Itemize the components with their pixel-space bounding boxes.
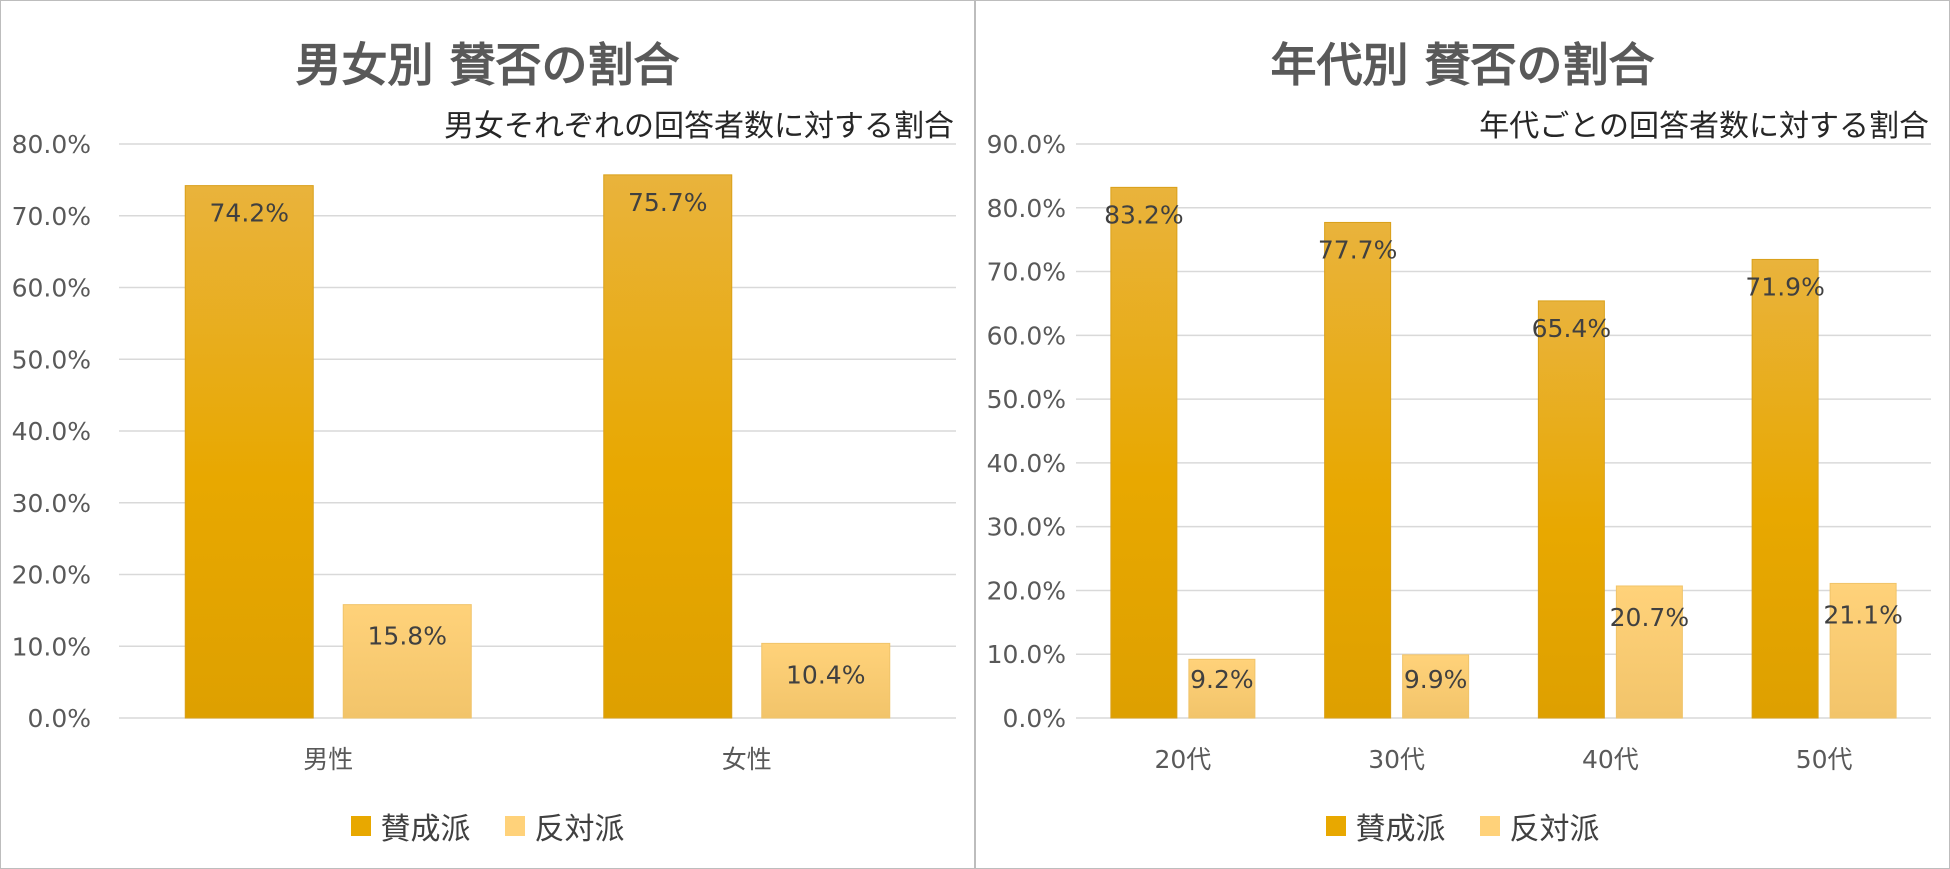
age-bar-plot: 0.0% 10.0% 20.0% 30.0% 40.0% 50.0% 60.0% 70.0% 8… <box>987 130 1931 774</box>
support-swatch <box>1325 816 1346 836</box>
support-bar <box>1110 186 1178 719</box>
legend: 賛成派 反対派 <box>1 804 974 848</box>
support-bar <box>1537 300 1605 719</box>
data-label: 65.4% <box>1532 314 1611 343</box>
y-tick-label: 80.0% <box>987 194 1066 223</box>
y-tick-label: 60.0% <box>12 274 91 303</box>
oppose-swatch <box>504 816 525 836</box>
data-label: 71.9% <box>1745 272 1824 301</box>
oppose-bar <box>342 604 472 719</box>
x-tick-label: 女性 <box>722 745 772 774</box>
y-tick-label: 70.0% <box>987 258 1066 287</box>
support-bar <box>1324 221 1392 719</box>
support-bar <box>1751 258 1819 719</box>
y-tick-label: 0.0% <box>27 704 91 733</box>
legend-label: 賛成派 <box>1355 812 1446 847</box>
y-tick-label: 20.0% <box>12 561 91 590</box>
data-label: 9.2% <box>1190 665 1254 694</box>
data-label: 75.7% <box>628 188 707 217</box>
legend: 賛成派 反対派 <box>976 804 1949 848</box>
data-label: 21.1% <box>1823 600 1902 629</box>
x-tick-label: 40代 <box>1582 745 1639 774</box>
gender-bar-plot: 0.0% 10.0% 20.0% 30.0% 40.0% 50.0% 60.0% 70.0% 8… <box>12 130 956 774</box>
legend-item-oppose: 反対派 <box>504 804 625 848</box>
data-label: 74.2% <box>210 199 289 228</box>
data-label: 15.8% <box>368 622 447 651</box>
y-tick-label: 70.0% <box>12 202 91 231</box>
oppose-bar <box>1615 585 1683 719</box>
chart-subtitle: 年代ごとの回答者数に対する割合 <box>1479 109 1929 144</box>
chart-title: 男女別 賛否の割合 <box>295 38 680 92</box>
y-tick-label: 20.0% <box>987 576 1066 605</box>
legend-label: 反対派 <box>1509 812 1600 847</box>
oppose-bar <box>1402 654 1470 719</box>
chart-title: 年代別 賛否の割合 <box>1270 38 1655 92</box>
y-tick-label: 80.0% <box>12 130 91 159</box>
gender-chart-panel: 男女別 賛否の割合 男女それぞれの回答者数に対する割合 0.0% 10.0% 20.… <box>0 0 975 869</box>
support-swatch <box>350 816 371 836</box>
support-bar <box>603 174 733 719</box>
y-tick-label: 90.0% <box>987 130 1066 159</box>
y-tick-label: 10.0% <box>12 632 91 661</box>
data-label: 83.2% <box>1104 200 1183 229</box>
legend-item-support: 賛成派 <box>1325 804 1446 848</box>
oppose-bar <box>1829 582 1897 719</box>
y-tick-label: 40.0% <box>12 417 91 446</box>
legend-label: 反対派 <box>534 812 625 847</box>
legend-label: 賛成派 <box>380 812 471 847</box>
legend-item-oppose: 反対派 <box>1479 804 1600 848</box>
y-tick-label: 0.0% <box>1002 704 1066 733</box>
y-tick-label: 60.0% <box>987 321 1066 350</box>
data-label: 77.7% <box>1318 235 1397 264</box>
y-tick-label: 40.0% <box>987 449 1066 478</box>
data-label: 10.4% <box>786 660 865 689</box>
x-tick-label: 50代 <box>1796 745 1853 774</box>
x-tick-label: 20代 <box>1154 745 1211 774</box>
oppose-swatch <box>1479 816 1500 836</box>
legend-item-support: 賛成派 <box>350 804 471 848</box>
y-tick-label: 50.0% <box>987 385 1066 414</box>
y-tick-label: 30.0% <box>987 513 1066 542</box>
oppose-bar <box>761 642 891 719</box>
data-label: 9.9% <box>1404 665 1468 694</box>
chart-subtitle: 男女それぞれの回答者数に対する割合 <box>444 109 954 144</box>
y-tick-label: 50.0% <box>12 345 91 374</box>
y-tick-label: 30.0% <box>12 489 91 518</box>
x-tick-label: 30代 <box>1368 745 1425 774</box>
age-chart-panel: 年代別 賛否の割合 年代ごとの回答者数に対する割合 0.0% 10.0% 20.0%… <box>975 0 1950 869</box>
x-tick-label: 男性 <box>303 745 353 774</box>
oppose-bar <box>1188 658 1256 719</box>
support-bar <box>184 185 314 719</box>
data-label: 20.7% <box>1610 603 1689 632</box>
y-tick-label: 10.0% <box>987 640 1066 669</box>
